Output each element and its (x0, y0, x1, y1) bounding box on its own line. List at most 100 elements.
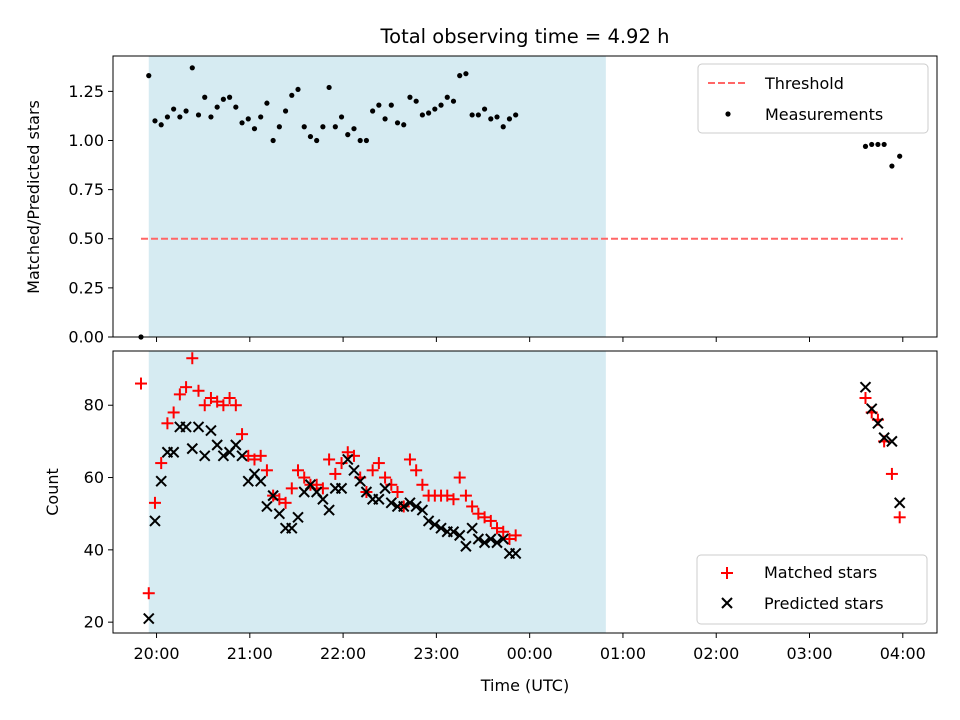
predicted-star-point (348, 464, 360, 477)
measurement-point (488, 116, 494, 122)
predicted-star-point (872, 417, 884, 430)
matched-star-point (372, 457, 385, 470)
y-tick-label: 60 (84, 468, 104, 487)
measurement-point (146, 73, 152, 79)
predicted-star-point (323, 504, 335, 516)
measurement-point (513, 112, 519, 118)
matched-star-point (885, 467, 898, 480)
measurement-point (875, 141, 881, 148)
measurement-point (276, 124, 282, 130)
predicted-star-point (429, 518, 441, 531)
predicted-star-point (447, 526, 460, 538)
matched-star-point (379, 471, 392, 484)
predicted-star-point (373, 493, 385, 505)
measurement-point (289, 92, 295, 98)
legend-predicted-label: Predicted stars (764, 594, 884, 613)
matched-star-point (217, 399, 230, 412)
predicted-star-point (460, 540, 472, 552)
measurement-point (506, 116, 513, 122)
measurement-point (357, 137, 363, 144)
measurement-point (897, 153, 903, 159)
measurement-point (450, 98, 457, 104)
measurement-point (270, 137, 276, 144)
measurement-point (177, 114, 183, 120)
matched-star-point (242, 449, 255, 462)
matched-star-point (180, 381, 193, 394)
matched-star-point (248, 453, 261, 466)
bottom-x-axis-label: Time (UTC) (480, 676, 569, 695)
predicted-star-point (416, 504, 429, 516)
top-y-ticks: 0.00 0.25 0.50 0.75 1.00 1.25 (68, 82, 113, 347)
measurement-point (469, 112, 475, 118)
y-tick-label: 80 (84, 396, 104, 415)
matched-star-point (229, 399, 242, 412)
measurement-point (370, 108, 376, 114)
measurement-point (314, 137, 320, 144)
matched-star-point (167, 406, 180, 419)
measurement-point (444, 94, 450, 100)
legend-matched-label: Matched stars (764, 563, 877, 582)
measurement-point (152, 118, 158, 124)
matched-star-point (453, 471, 466, 484)
matched-star-point (416, 478, 429, 491)
matched-star-point (198, 399, 211, 412)
measurement-point (363, 137, 370, 144)
predicted-star-point (859, 381, 872, 393)
predicted-star-point (497, 533, 509, 545)
measurement-point (382, 116, 388, 122)
top-legend: Threshold Measurements (697, 63, 929, 134)
predicted-star-point (404, 497, 416, 509)
measurement-point (457, 73, 463, 79)
y-tick-label: 40 (84, 540, 104, 559)
matched-star-point (142, 587, 155, 600)
predicted-star-point (893, 497, 906, 509)
matched-star-point (466, 500, 479, 513)
predicted-star-point (385, 497, 398, 509)
measurement-point (158, 122, 164, 128)
y-tick-label: 20 (84, 613, 104, 632)
predicted-star-point (317, 493, 329, 505)
x-tick-label: 22:00 (320, 644, 366, 663)
matched-star-point (459, 489, 472, 502)
measurement-point (388, 102, 394, 108)
measurement-point (869, 141, 875, 148)
predicted-star-point (398, 500, 410, 513)
matched-star-point (254, 449, 267, 462)
matched-star-point (447, 493, 460, 506)
matched-star-point (204, 392, 217, 404)
x-tick-label: 03:00 (786, 644, 832, 663)
y-tick-label: 0.25 (68, 278, 104, 297)
x-tick-label: 00:00 (507, 644, 553, 663)
measurement-point (208, 114, 214, 120)
predicted-star-point (273, 507, 286, 520)
matched-star-point (192, 384, 205, 397)
ratio-chart: Total observing time = 4.92 h 0.000.250.… (24, 25, 938, 347)
predicted-star-point (149, 515, 161, 527)
highlight-span-rect (148, 351, 606, 633)
measurement-point (494, 114, 500, 120)
y-tick-label: 0.75 (68, 180, 104, 199)
measurement-point (320, 124, 326, 130)
predicted-star-point (478, 536, 491, 549)
observing-span (148, 56, 606, 337)
measurement-point (220, 96, 226, 102)
matched-star-point (403, 453, 416, 466)
matched-star-point (161, 417, 174, 430)
measurement-points (138, 65, 903, 340)
matched-star-point (478, 511, 491, 524)
legend-matched-swatch (721, 567, 733, 579)
legend-measurements-swatch (725, 111, 731, 117)
predicted-star-point (485, 533, 497, 545)
predicted-star-point (199, 450, 211, 462)
x-tick-label: 01:00 (600, 644, 646, 663)
predicted-star-point (354, 475, 366, 487)
matched-star-point (491, 522, 504, 535)
measurement-point (189, 65, 195, 71)
matched-star-point (497, 525, 510, 538)
y-tick-label: 0.00 (68, 328, 104, 347)
legend-predicted-swatch (721, 597, 733, 609)
matched-star-point (323, 453, 336, 466)
predicted-star-point (192, 421, 205, 433)
measurement-point (351, 126, 357, 132)
measurement-point (295, 86, 301, 93)
